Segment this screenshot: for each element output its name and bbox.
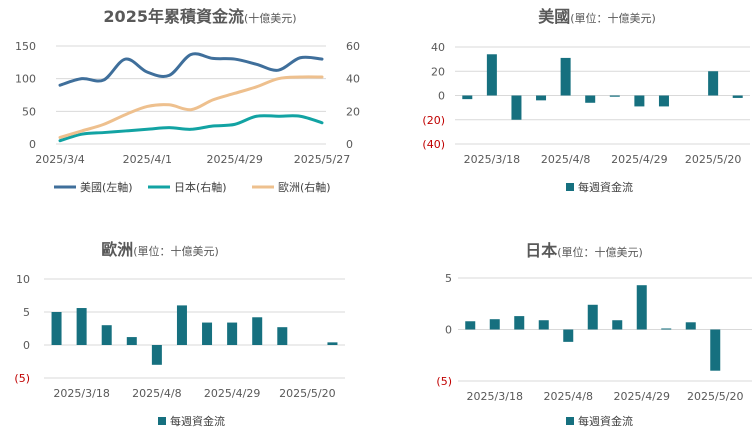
x-tick-label: 2025/3/18 — [464, 153, 520, 166]
legend-label-jp: 日本(右軸) — [174, 180, 227, 194]
bar — [710, 329, 721, 371]
bar — [609, 95, 620, 97]
chart-legend: 每週資金流 — [158, 414, 225, 428]
bar — [327, 342, 338, 345]
x-tick-label: 2025/4/8 — [544, 390, 593, 403]
bar — [587, 304, 598, 330]
bar — [277, 327, 288, 345]
legend-label-us: 美國(左軸) — [80, 180, 133, 194]
chart-legend: 美國(左軸) 日本(右軸) 歐洲(右軸) — [54, 180, 331, 194]
bar — [732, 95, 743, 98]
y-tick-label: 5 — [23, 306, 30, 319]
bar — [538, 320, 549, 330]
x-tick-label: 2025/4/29 — [614, 390, 670, 403]
series-line-us — [58, 52, 324, 87]
chart-title: 日本(單位：十億美元) — [525, 241, 643, 260]
y-tick-label: (20) — [422, 114, 445, 127]
japan-weekly-flow-chart: 日本(單位：十億美元) (5) 0 5 2025/3/18 2025/4/8 2025/… — [436, 241, 752, 428]
legend-label: 每週資金流 — [170, 414, 225, 428]
y-tick-label: 40 — [431, 41, 445, 54]
legend-swatch — [566, 417, 574, 425]
y-tick-label: 0 — [438, 90, 445, 103]
series-line-jp — [58, 114, 324, 143]
y-left-tick-label: 0 — [29, 138, 36, 151]
x-tick-label: 2025/4/29 — [206, 153, 262, 166]
x-tick-label: 2025/3/18 — [53, 387, 109, 400]
y-tick-label: 10 — [16, 273, 30, 286]
x-tick-label: 2025/3/4 — [35, 153, 84, 166]
y-right-tick-label: 20 — [346, 105, 360, 118]
y-left-tick-label: 100 — [15, 73, 36, 86]
bar — [708, 71, 719, 96]
x-tick-label: 2025/4/1 — [123, 153, 172, 166]
y-tick-label: 0 — [23, 339, 30, 352]
legend-swatch — [566, 183, 574, 191]
y-right-tick-label: 0 — [346, 138, 353, 151]
chart-title: 美國(單位：十億美元) — [538, 7, 656, 26]
series-line-eu — [58, 75, 324, 139]
x-tick-label: 2025/3/18 — [467, 390, 523, 403]
bar — [585, 95, 596, 103]
y-left-tick-label: 50 — [22, 105, 36, 118]
bar — [489, 319, 500, 330]
x-tick-label: 2025/5/20 — [279, 387, 335, 400]
x-tick-label: 2025/4/29 — [204, 387, 260, 400]
chart-legend: 每週資金流 — [566, 180, 633, 194]
chart-title: 2025年累積資金流(十億美元) — [103, 7, 296, 26]
bar — [126, 337, 137, 345]
europe-weekly-flow-chart: 歐洲(單位：十億美元) (5) 0 5 10 2025/3/18 2025/4/8 202… — [14, 240, 345, 428]
bar — [636, 285, 647, 330]
legend-label: 每週資金流 — [578, 414, 633, 428]
bar — [514, 316, 525, 330]
bar — [634, 95, 645, 107]
y-tick-label: 5 — [445, 272, 452, 285]
legend-label: 每週資金流 — [578, 180, 633, 194]
legend-swatch — [158, 417, 166, 425]
us-weekly-flow-chart: 美國(單位：十億美元) (40) (20) 0 20 40 2025/3/18 2025/… — [422, 7, 750, 194]
bar — [51, 312, 62, 345]
bar — [462, 95, 473, 100]
y-tick-label: 0 — [445, 324, 452, 337]
chart-legend: 每週資金流 — [566, 414, 633, 428]
y-tick-label: (40) — [422, 138, 445, 151]
x-tick-label: 2025/4/8 — [132, 387, 181, 400]
bar — [486, 54, 497, 96]
y-left-tick-label: 150 — [15, 40, 36, 53]
bar — [76, 308, 87, 345]
bar — [560, 57, 571, 96]
x-tick-label: 2025/4/8 — [541, 153, 590, 166]
y-right-tick-label: 40 — [346, 73, 360, 86]
bar — [612, 320, 623, 330]
x-tick-label: 2025/5/20 — [687, 390, 743, 403]
bar — [202, 322, 213, 345]
bar — [661, 328, 672, 330]
legend-label-eu: 歐洲(右軸) — [278, 180, 331, 194]
chart-title: 歐洲(單位：十億美元) — [101, 240, 219, 259]
bar — [563, 329, 574, 342]
y-right-tick-label: 60 — [346, 40, 360, 53]
bar — [685, 322, 696, 330]
bar — [101, 325, 112, 345]
x-tick-label: 2025/4/29 — [611, 153, 667, 166]
bar — [511, 95, 522, 120]
y-tick-label: 20 — [431, 65, 445, 78]
bar — [176, 305, 187, 345]
bar — [536, 95, 547, 101]
bar — [227, 322, 238, 345]
y-tick-label: (5) — [14, 372, 30, 385]
bar — [658, 95, 669, 107]
x-tick-label: 2025/5/27 — [294, 153, 350, 166]
y-tick-label: (5) — [436, 375, 452, 388]
bar — [252, 317, 263, 345]
bar — [151, 345, 162, 365]
x-tick-label: 2025/5/20 — [685, 153, 741, 166]
bar — [465, 321, 476, 330]
cumulative-flow-chart: 2025年累積資金流(十億美元) 0 50 100 150 0 20 40 60 2025/… — [15, 7, 360, 194]
